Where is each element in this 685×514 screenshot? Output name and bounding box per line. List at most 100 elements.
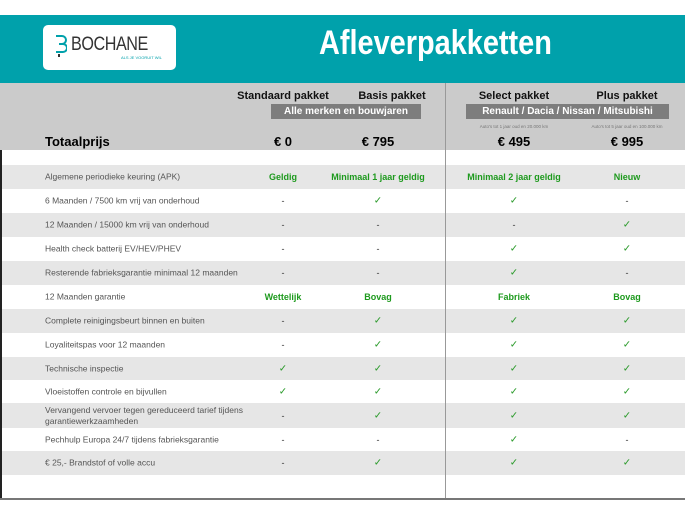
dash-value: - — [281, 458, 285, 468]
table-row: 12 Maanden garantie Wettelijk Bovag Fabriek… — [0, 285, 685, 309]
group-all-brands: Alle merken en bouwjaren — [271, 104, 421, 119]
feature-label: 6 Maanden / 7500 km vrij van onderhoud — [45, 195, 200, 206]
check-icon: ✓ — [622, 363, 632, 374]
table-row: € 25,- Brandstof of volle accu - ✓ ✓ ✓ — [0, 451, 685, 475]
package-note: Auto's tot 5 jaar oud en 100.000 km — [591, 124, 663, 129]
logo-mark-icon — [56, 35, 67, 57]
table-row: Health check batterij EV/HEV/PHEV - - ✓ ✓ — [0, 237, 685, 261]
dash-value: - — [625, 434, 629, 445]
check-icon: ✓ — [278, 386, 288, 397]
total-label: Totaalprijs — [45, 134, 110, 149]
check-icon: ✓ — [622, 219, 632, 231]
check-icon: ✓ — [509, 339, 519, 351]
feature-label: Loyaliteitspas voor 12 maanden — [45, 339, 166, 350]
feature-label: 12 Maanden / 15000 km vrij van onderhoud — [45, 219, 209, 230]
check-icon: ✓ — [373, 386, 383, 397]
dash-value: - — [376, 220, 380, 230]
package-note: Auto's tot 1 jaar oud en 20.000 km — [479, 124, 549, 129]
check-icon: ✓ — [509, 457, 519, 469]
check-icon: ✓ — [622, 243, 632, 255]
package-price: € 795 — [361, 134, 395, 149]
check-icon: ✓ — [509, 267, 519, 279]
feature-label: Pechhulp Europa 24/7 tijdens fabrieksgar… — [45, 434, 219, 444]
package-price: € 0 — [273, 134, 293, 149]
check-icon: ✓ — [373, 457, 383, 469]
dash-value: - — [281, 244, 285, 254]
package-name: Standaard pakket — [237, 90, 329, 102]
package-name: Basis pakket — [358, 90, 426, 102]
feature-label: Vloeistoffen controle en bijvullen — [45, 386, 167, 396]
feature-table: Algemene periodieke keuring (APK) Geldig M… — [0, 165, 685, 475]
feature-value: Fabriek — [497, 292, 531, 302]
dash-value: - — [376, 244, 380, 254]
table-row: Vloeistoffen controle en bijvullen ✓ ✓ ✓ ✓ — [0, 380, 685, 403]
bottom-border — [0, 498, 685, 500]
feature-label: 12 Maanden garantie — [45, 291, 126, 302]
check-icon: ✓ — [622, 339, 632, 351]
left-border — [0, 150, 2, 499]
check-icon: ✓ — [509, 363, 519, 374]
feature-value: Geldig — [268, 172, 298, 182]
table-row: Loyaliteitspas voor 12 maanden - ✓ ✓ ✓ — [0, 333, 685, 357]
group-brands: Renault / Dacia / Nissan / Mitsubishi — [466, 104, 669, 119]
bochane-logo[interactable]: BOCHANE ALS JE VOORUIT WIL — [43, 25, 176, 70]
feature-value: Nieuw — [613, 172, 641, 182]
check-icon: ✓ — [509, 386, 519, 397]
check-icon: ✓ — [622, 457, 632, 469]
check-icon: ✓ — [373, 315, 383, 327]
check-icon: ✓ — [622, 315, 632, 327]
table-row: 6 Maanden / 7500 km vrij van onderhoud - ✓… — [0, 189, 685, 213]
dash-value: - — [281, 196, 285, 206]
feature-label: € 25,- Brandstof of volle accu — [45, 457, 156, 468]
feature-value: Bovag — [613, 292, 641, 302]
table-row: Complete reinigingsbeurt binnen en buite… — [0, 309, 685, 333]
dash-value: - — [281, 268, 285, 278]
dash-value: - — [376, 434, 380, 445]
column-divider — [445, 83, 446, 499]
table-row: Technische inspectie ✓ ✓ ✓ ✓ — [0, 357, 685, 380]
package-name: Plus pakket — [596, 90, 658, 102]
table-row: Pechhulp Europa 24/7 tijdens fabrieksgar… — [0, 428, 685, 451]
dash-value: - — [281, 434, 285, 445]
check-icon: ✓ — [509, 315, 519, 327]
check-icon: ✓ — [509, 195, 519, 207]
check-icon: ✓ — [622, 410, 632, 421]
dash-value: - — [625, 268, 629, 278]
feature-label: Technische inspectie — [45, 363, 124, 373]
check-icon: ✓ — [373, 195, 383, 207]
feature-label: Algemene periodieke keuring (APK) — [45, 171, 181, 182]
feature-label: Vervangend vervoer tegen gereduceerd tar… — [45, 404, 243, 426]
brand-tagline: ALS JE VOORUIT WIL — [121, 55, 162, 60]
table-row: Resterende fabrieksgarantie minimaal 12 … — [0, 261, 685, 285]
feature-label: Health check batterij EV/HEV/PHEV — [45, 243, 182, 254]
check-icon: ✓ — [509, 434, 519, 445]
page-title: Afleverpakketten — [319, 24, 552, 62]
table-row: 12 Maanden / 15000 km vrij van onderhoud… — [0, 213, 685, 237]
feature-value: Wettelijk — [264, 292, 302, 302]
feature-value: Minimaal 1 jaar geldig — [331, 172, 425, 182]
package-name: Select pakket — [478, 90, 550, 102]
dash-value: - — [281, 340, 285, 350]
check-icon: ✓ — [373, 339, 383, 351]
feature-label: Complete reinigingsbeurt binnen en buite… — [45, 315, 205, 326]
check-icon: ✓ — [278, 363, 288, 374]
feature-value: Bovag — [364, 292, 392, 302]
table-row: Algemene periodieke keuring (APK) Geldig M… — [0, 165, 685, 189]
brand-name: BOCHANE — [71, 34, 148, 55]
check-icon: ✓ — [373, 410, 383, 421]
dash-value: - — [625, 196, 629, 206]
check-icon: ✓ — [509, 243, 519, 255]
feature-value: Minimaal 2 jaar geldig — [467, 172, 561, 182]
table-row: Vervangend vervoer tegen gereduceerd tar… — [0, 403, 685, 428]
package-price: € 995 — [610, 134, 644, 149]
dash-value: - — [281, 220, 285, 230]
feature-label: Resterende fabrieksgarantie minimaal 12 … — [45, 267, 238, 278]
check-icon: ✓ — [373, 363, 383, 374]
package-price: € 495 — [497, 134, 531, 149]
dash-value: - — [512, 220, 516, 230]
dash-value: - — [376, 268, 380, 278]
check-icon: ✓ — [509, 410, 519, 421]
dash-value: - — [281, 316, 285, 326]
check-icon: ✓ — [622, 386, 632, 397]
dash-value: - — [281, 410, 285, 421]
